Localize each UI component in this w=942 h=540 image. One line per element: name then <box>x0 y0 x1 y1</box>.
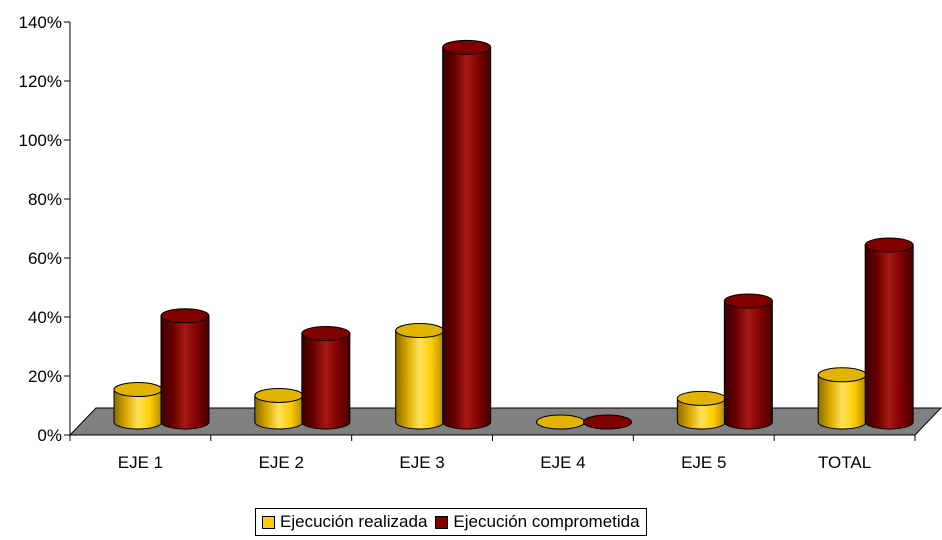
bar-top <box>723 293 773 309</box>
legend-item-realizada: Ejecución realizada <box>262 512 427 532</box>
bar-top <box>395 323 445 339</box>
x-tick-label: TOTAL <box>818 453 871 472</box>
x-tick-label: EJE 3 <box>399 453 444 472</box>
legend: Ejecución realizada Ejecución comprometi… <box>255 508 647 536</box>
bar <box>864 237 914 430</box>
x-tick-label: EJE 4 <box>540 453 585 472</box>
bar <box>113 382 163 430</box>
y-tick-label: 60% <box>28 249 62 268</box>
bar-body <box>864 244 914 430</box>
bar-body <box>723 300 773 430</box>
legend-item-comprometida: Ejecución comprometida <box>435 512 640 532</box>
y-tick-label: 100% <box>19 131 62 150</box>
bar <box>582 414 633 430</box>
y-tick-label: 140% <box>19 13 62 32</box>
chart-axis-layer <box>64 21 916 441</box>
bar-body <box>395 330 445 430</box>
bar-top <box>442 39 492 55</box>
bar-body <box>160 315 210 430</box>
bar-top <box>817 367 867 383</box>
bar-top <box>864 237 914 253</box>
chart-bars-layer <box>113 39 914 430</box>
bar-body <box>817 374 867 430</box>
chart-labels-layer: 0% 20% 40% 60% 80% 100% 120% 140% EJE 1 EJE 2 EJE … <box>19 13 872 472</box>
bar-top <box>301 326 351 341</box>
bar-top <box>254 387 304 403</box>
bar-top <box>583 414 632 430</box>
legend-label-comprometida: Ejecución comprometida <box>453 512 640 531</box>
legend-label-realizada: Ejecución realizada <box>280 512 428 531</box>
bar <box>395 323 445 430</box>
x-tick-label: EJE 5 <box>681 453 726 472</box>
x-tick-label: EJE 2 <box>259 453 304 472</box>
bar <box>160 308 210 430</box>
bar-body <box>442 46 492 430</box>
y-tick-label: 40% <box>28 308 62 327</box>
bar <box>535 414 586 430</box>
bar <box>723 293 773 430</box>
bar-top <box>160 308 210 324</box>
bar-top <box>676 390 726 406</box>
y-tick-label: 120% <box>19 72 62 91</box>
legend-swatch-comprometida <box>435 515 449 529</box>
x-tick-label: EJE 1 <box>118 453 163 472</box>
y-tick-label: 0% <box>37 426 62 445</box>
bar <box>301 326 351 430</box>
bar <box>676 390 726 430</box>
y-tick-label: 80% <box>28 190 62 209</box>
bar <box>254 387 304 430</box>
legend-swatch-realizada <box>262 515 275 529</box>
bar <box>442 39 492 430</box>
bar-top <box>536 414 585 430</box>
bar-top <box>113 382 163 398</box>
bar-body <box>301 333 351 430</box>
y-tick-label: 20% <box>28 367 62 386</box>
bar <box>817 367 867 430</box>
